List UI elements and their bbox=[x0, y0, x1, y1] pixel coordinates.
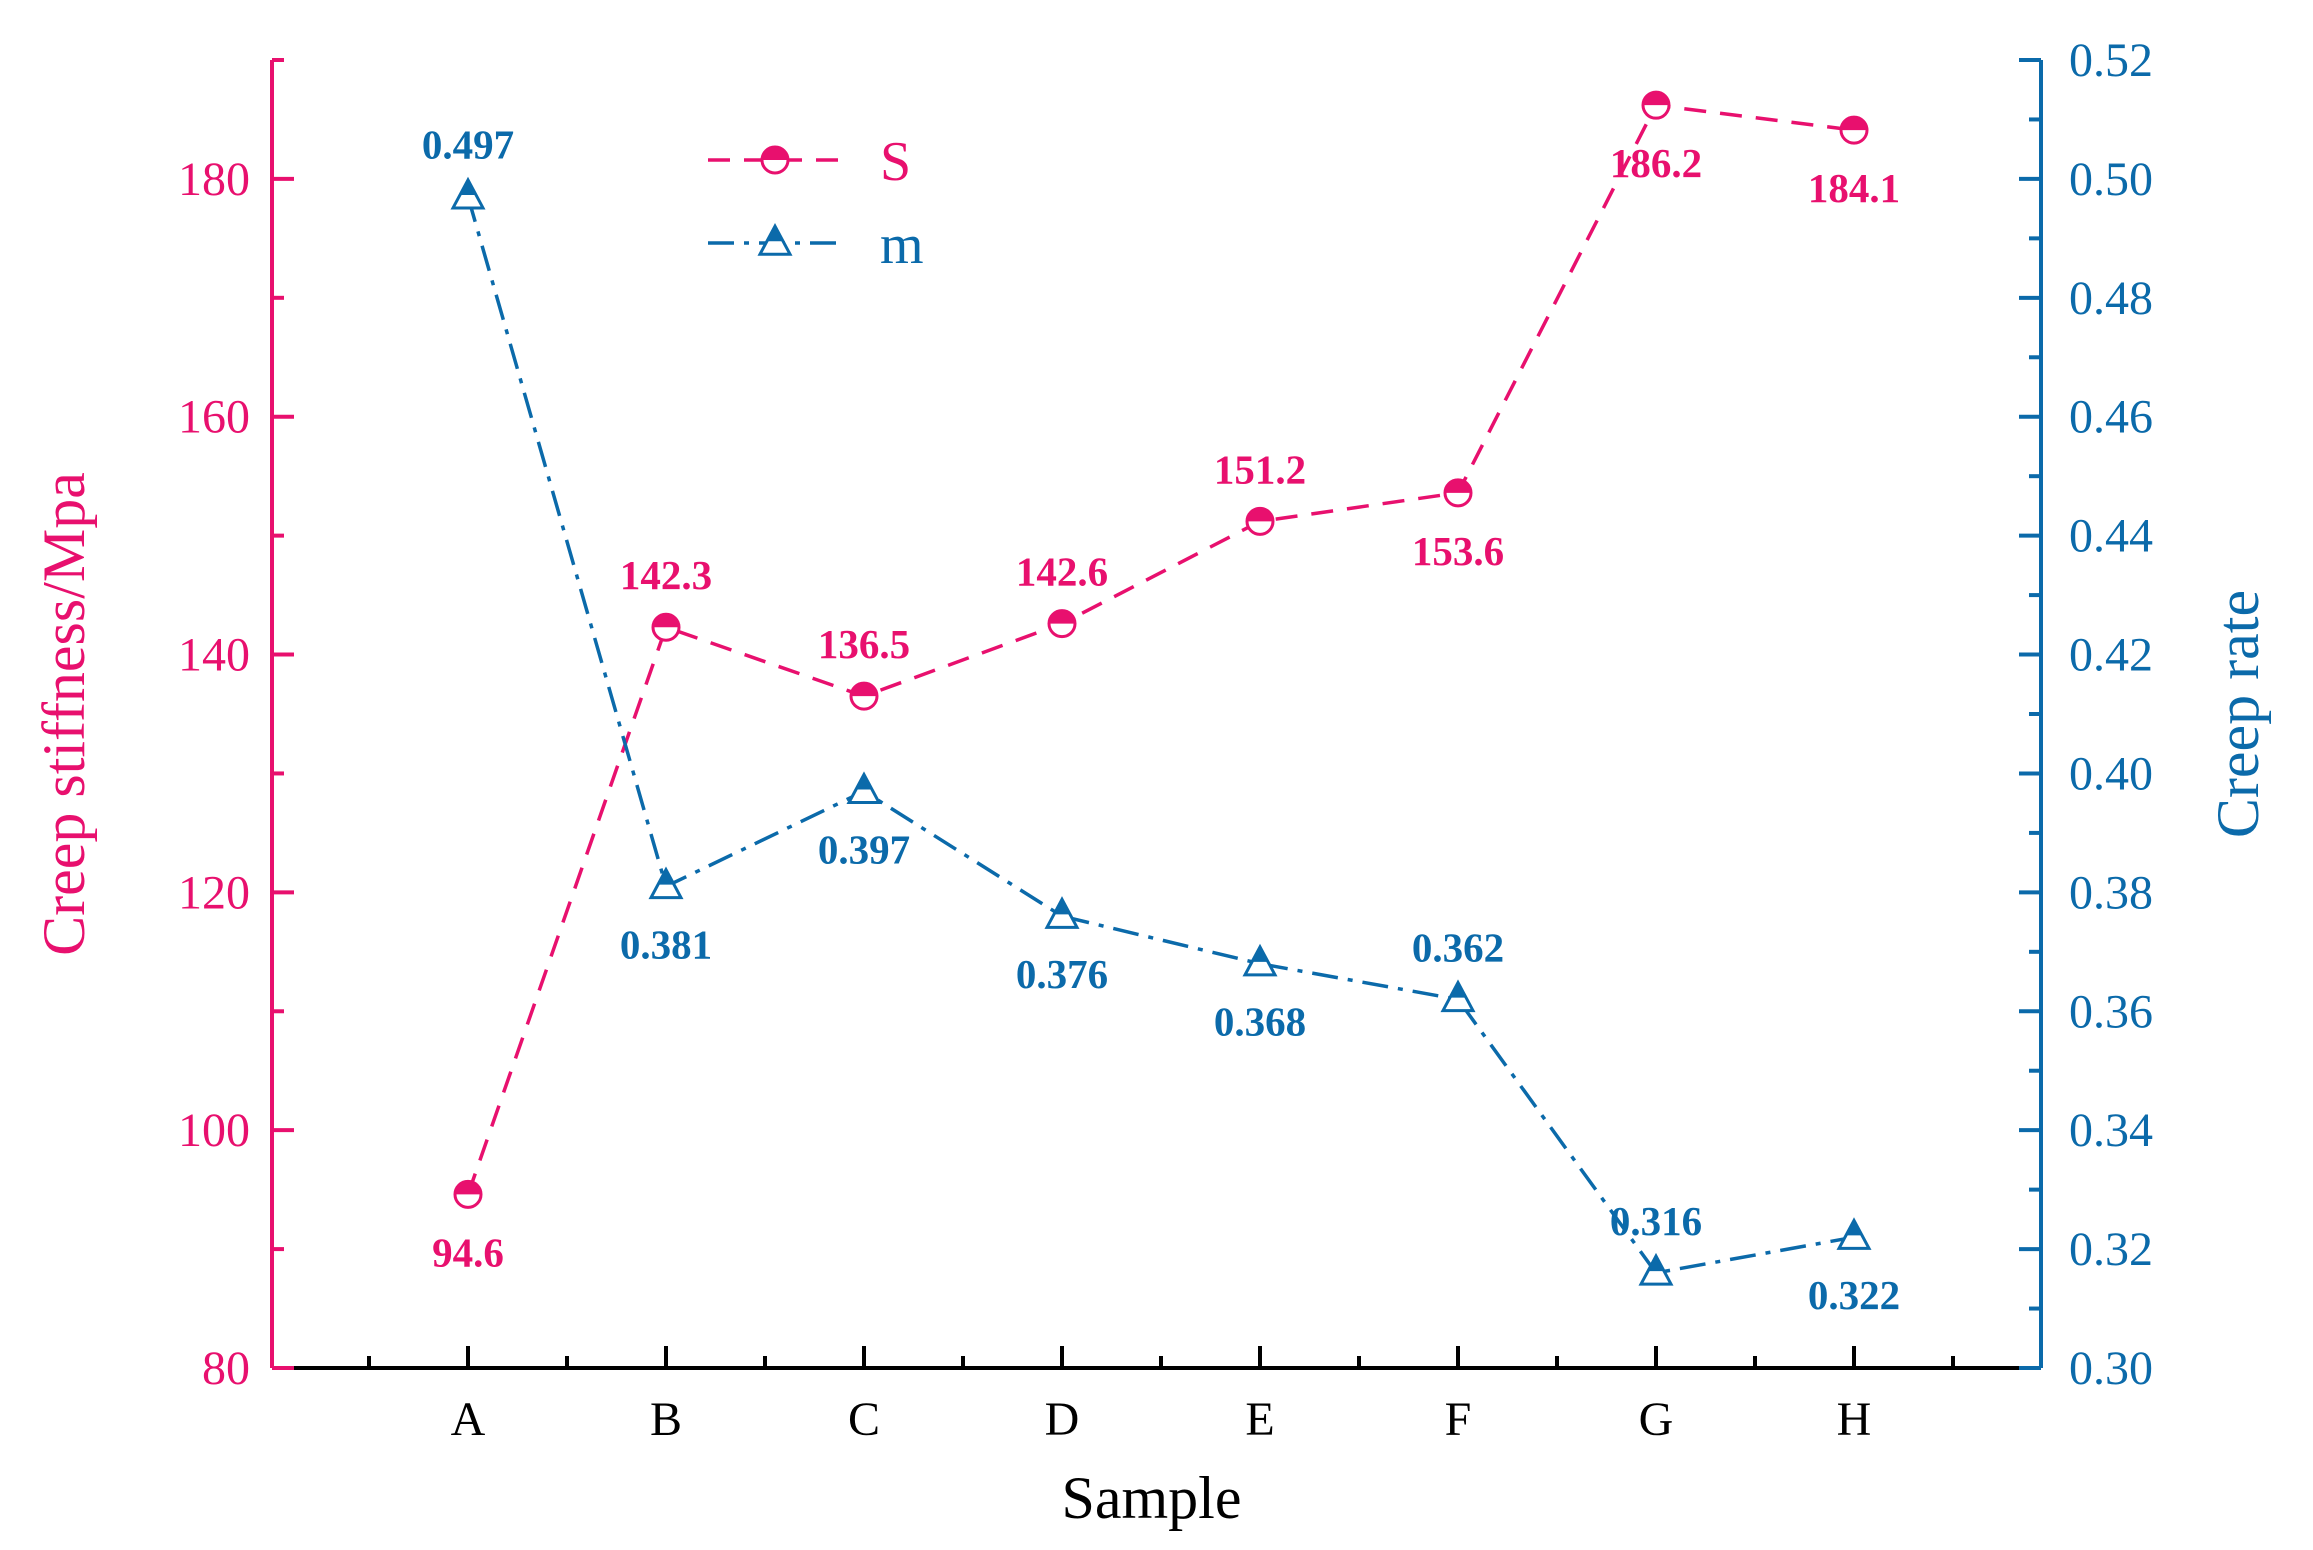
series-S-point bbox=[1245, 506, 1275, 536]
marker-fill bbox=[1053, 899, 1071, 915]
marker-fill bbox=[653, 614, 679, 628]
right-tick-label: 0.36 bbox=[2069, 985, 2153, 1038]
series-m-point bbox=[846, 771, 882, 804]
x-tick-label: A bbox=[451, 1393, 486, 1446]
x-tick-label: H bbox=[1837, 1393, 1872, 1446]
x-tick-label: F bbox=[1445, 1393, 1472, 1446]
right-tick-label: 0.50 bbox=[2069, 153, 2153, 206]
data-label-m: 0.316 bbox=[1610, 1198, 1702, 1244]
left-tick-label: 140 bbox=[178, 629, 250, 682]
legend-marker bbox=[757, 223, 793, 256]
series-line-m bbox=[466, 196, 1855, 1275]
right-tick-label: 0.32 bbox=[2069, 1223, 2153, 1276]
right-tick-label: 0.38 bbox=[2069, 866, 2153, 919]
x-tick-label: E bbox=[1245, 1393, 1274, 1446]
series-S-point bbox=[1839, 115, 1869, 145]
marker-fill bbox=[657, 869, 675, 885]
marker-fill bbox=[459, 179, 477, 195]
left-tick-label: 120 bbox=[178, 866, 250, 919]
series-m-point bbox=[1836, 1217, 1872, 1250]
marker-fill bbox=[1247, 508, 1273, 522]
data-label-S: 142.6 bbox=[1016, 549, 1108, 595]
marker-fill bbox=[1449, 982, 1467, 998]
data-label-S: 94.6 bbox=[432, 1229, 504, 1275]
x-tick-label: C bbox=[848, 1393, 880, 1446]
marker-fill bbox=[455, 1181, 481, 1195]
marker-fill bbox=[1251, 946, 1269, 962]
series-m-point bbox=[1044, 896, 1080, 929]
x-tick-label: D bbox=[1045, 1393, 1080, 1446]
data-label-S: 153.6 bbox=[1412, 528, 1504, 574]
right-tick-label: 0.42 bbox=[2069, 629, 2153, 682]
right-tick-label: 0.46 bbox=[2069, 391, 2153, 444]
data-label-m: 0.381 bbox=[620, 921, 712, 967]
x-tick-label: B bbox=[650, 1393, 682, 1446]
marker-fill bbox=[855, 774, 873, 790]
series-m-point bbox=[648, 866, 684, 900]
series-S-point bbox=[453, 1179, 483, 1209]
legend-label: m bbox=[880, 214, 924, 276]
marker-fill bbox=[766, 226, 784, 242]
legend-entry-S: S bbox=[708, 131, 911, 193]
data-label-m: 0.376 bbox=[1016, 951, 1108, 997]
left-tick-label: 100 bbox=[178, 1104, 250, 1157]
right-tick-label: 0.52 bbox=[2069, 34, 2153, 87]
data-label-m: 0.397 bbox=[818, 826, 910, 872]
series-m-point bbox=[1440, 979, 1476, 1013]
left-axis-title: Creep stiffness/Mpa bbox=[31, 472, 97, 956]
right-tick-label: 0.30 bbox=[2069, 1342, 2153, 1395]
left-tick-label: 160 bbox=[178, 391, 250, 444]
marker-fill bbox=[1445, 479, 1471, 493]
marker-fill bbox=[1841, 117, 1867, 131]
marker-fill bbox=[851, 683, 877, 697]
legend-entry-m: m bbox=[708, 214, 924, 276]
legend-marker bbox=[760, 145, 790, 175]
left-tick-label: 180 bbox=[178, 153, 250, 206]
right-axis-title: Creep rate bbox=[2205, 590, 2271, 838]
series-S-point bbox=[849, 681, 879, 711]
series-m-point bbox=[1242, 943, 1278, 977]
series-line-S bbox=[466, 103, 1855, 1195]
marker-fill bbox=[1845, 1220, 1863, 1236]
data-label-S: 151.2 bbox=[1214, 446, 1306, 492]
series-S-point bbox=[651, 612, 681, 642]
data-label-m: 0.368 bbox=[1214, 999, 1306, 1045]
x-axis-title: Sample bbox=[1062, 1465, 1242, 1531]
right-tick-label: 0.34 bbox=[2069, 1104, 2153, 1157]
data-label-S: 142.3 bbox=[620, 552, 712, 598]
right-tick-label: 0.44 bbox=[2069, 510, 2153, 563]
right-tick-label: 0.40 bbox=[2069, 747, 2153, 800]
x-tick-label: G bbox=[1639, 1393, 1674, 1446]
data-label-S: 184.1 bbox=[1808, 165, 1900, 211]
right-tick-label: 0.48 bbox=[2069, 272, 2153, 325]
series-m-point bbox=[1638, 1252, 1674, 1286]
legend-label: S bbox=[880, 131, 911, 193]
data-label-S: 136.5 bbox=[818, 621, 910, 667]
marker-fill bbox=[762, 147, 788, 160]
data-label-S: 186.2 bbox=[1610, 140, 1702, 186]
data-label-m: 0.322 bbox=[1808, 1272, 1900, 1318]
series-S-point bbox=[1047, 609, 1077, 639]
series-S-point bbox=[1641, 90, 1671, 120]
series-S-point bbox=[1443, 478, 1473, 508]
series-m-point bbox=[450, 176, 486, 210]
left-tick-label: 80 bbox=[202, 1342, 250, 1395]
data-label-m: 0.362 bbox=[1412, 924, 1504, 970]
marker-fill bbox=[1647, 1256, 1665, 1272]
marker-fill bbox=[1049, 610, 1075, 624]
marker-fill bbox=[1643, 92, 1669, 106]
data-label-m: 0.497 bbox=[422, 122, 514, 168]
